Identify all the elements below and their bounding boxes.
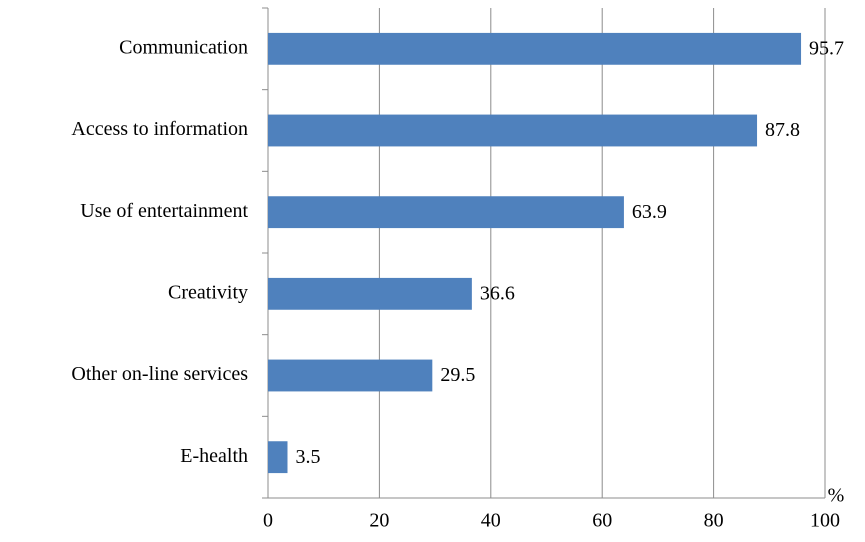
value-label: 36.6	[480, 282, 515, 304]
bar	[268, 196, 624, 229]
x-tick-label: 60	[592, 510, 612, 532]
value-label: 95.7	[809, 37, 844, 59]
value-label: 87.8	[765, 119, 800, 141]
x-tick-label: 0	[263, 510, 273, 532]
bar	[268, 277, 472, 310]
x-tick-label: 40	[481, 510, 501, 532]
y-tick-label: E-health	[180, 445, 248, 467]
value-label: 3.5	[295, 446, 320, 468]
y-tick-label: Use of entertainment	[80, 200, 248, 222]
y-tick-label: Creativity	[168, 281, 248, 303]
x-axis-label: %	[828, 485, 845, 507]
x-tick-label: 20	[369, 510, 389, 532]
value-label: 29.5	[440, 364, 475, 386]
value-label: 63.9	[632, 201, 667, 223]
bar	[268, 114, 758, 147]
bar	[268, 359, 433, 392]
y-tick-label: Access to information	[71, 118, 248, 140]
x-tick-label: 80	[704, 510, 724, 532]
y-tick-label: Communication	[119, 36, 248, 58]
bar	[268, 441, 288, 474]
x-tick-label: 100	[810, 510, 840, 532]
bar	[268, 32, 802, 65]
y-tick-label: Other on-line services	[71, 363, 248, 385]
